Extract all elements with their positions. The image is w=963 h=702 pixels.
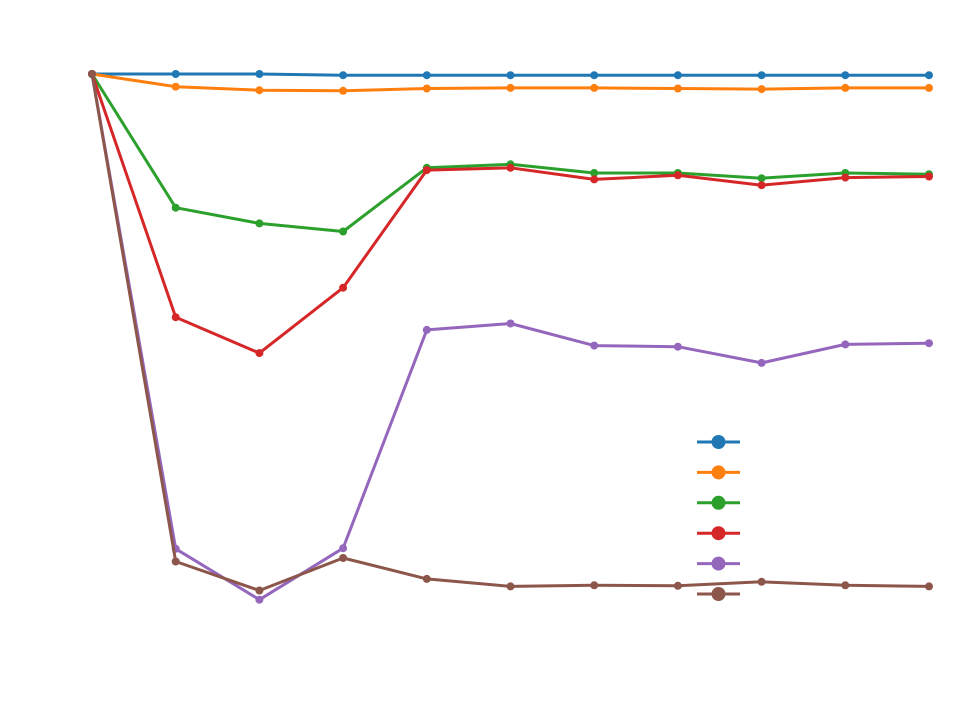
- series-4-point-4: [422, 325, 431, 334]
- series-3-line: [90, 72, 931, 355]
- series-5: [88, 70, 933, 595]
- series-0-point-3: [339, 71, 348, 80]
- series-0-point-4: [422, 71, 431, 80]
- series-2-line: [90, 72, 931, 233]
- series-2: [88, 70, 933, 236]
- series-5-line: [90, 72, 931, 592]
- series-1-point-5: [506, 83, 515, 92]
- legend-marker-4: [711, 556, 726, 571]
- series-3-point-7: [673, 171, 682, 180]
- series-5-point-1: [171, 557, 180, 566]
- series-5-point-2: [255, 586, 264, 595]
- series-4-point-7: [673, 342, 682, 351]
- series-5-point-8: [757, 577, 766, 586]
- series-5-point-4: [422, 574, 431, 583]
- legend-entry-4: [697, 556, 740, 571]
- series-3-point-2: [255, 349, 264, 358]
- legend-marker-2: [711, 495, 726, 510]
- series-1-point-10: [925, 83, 933, 92]
- series-3-point-8: [757, 181, 766, 190]
- legend-marker-0: [711, 435, 726, 449]
- series-2-point-1: [171, 203, 180, 212]
- series-4-point-5: [506, 319, 515, 328]
- legend-entry-3: [697, 526, 740, 541]
- series-0: [88, 70, 933, 80]
- series-0-point-1: [171, 70, 180, 78]
- series-0-point-8: [757, 71, 766, 80]
- series-3-point-9: [841, 173, 850, 182]
- legend-marker-3: [711, 526, 726, 541]
- series-1-point-1: [171, 82, 180, 91]
- series-0-point-6: [590, 71, 599, 80]
- series-4-point-6: [590, 341, 599, 350]
- series-2-point-2: [255, 219, 264, 228]
- series-3-point-6: [590, 175, 599, 184]
- legend-marker-5: [711, 587, 726, 601]
- series-4: [88, 70, 933, 604]
- legend-entry-2: [697, 495, 740, 510]
- series-1-point-3: [339, 86, 348, 95]
- legend-entry-1: [697, 465, 740, 480]
- series-2-point-8: [757, 174, 766, 183]
- series-layer: [88, 70, 933, 604]
- series-0-point-10: [925, 71, 933, 80]
- series-1-point-8: [757, 85, 766, 94]
- series-4-point-8: [757, 358, 766, 367]
- series-4-point-9: [841, 340, 850, 349]
- series-5-point-3: [339, 554, 348, 562]
- legend-entry-0: [697, 435, 740, 449]
- series-5-point-10: [925, 582, 933, 591]
- legend: [697, 435, 740, 601]
- series-1-point-4: [422, 84, 431, 93]
- series-5-point-6: [590, 581, 599, 590]
- series-4-point-2: [255, 595, 264, 604]
- series-5-point-7: [673, 581, 682, 590]
- series-4-point-3: [339, 544, 348, 553]
- series-3-point-10: [925, 172, 933, 181]
- series-0-point-5: [506, 71, 515, 80]
- series-3-point-4: [422, 166, 431, 175]
- series-0-point-2: [255, 70, 264, 78]
- series-5-point-9: [841, 581, 850, 590]
- series-3-point-3: [339, 283, 348, 292]
- series-3-point-5: [506, 163, 515, 172]
- series-0-point-7: [673, 71, 682, 80]
- legend-marker-1: [711, 465, 726, 480]
- series-4-line: [90, 72, 931, 602]
- series-1-point-9: [841, 83, 850, 92]
- series-1-point-2: [255, 86, 264, 95]
- series-5-point-0: [88, 70, 96, 78]
- series-3: [88, 70, 933, 358]
- series-2-point-3: [339, 227, 348, 236]
- series-2-point-6: [590, 169, 599, 177]
- series-3-point-1: [171, 313, 180, 322]
- series-1-point-6: [590, 83, 599, 92]
- legend-entry-5: [697, 587, 740, 601]
- series-0-point-9: [841, 71, 850, 80]
- series-5-point-5: [506, 582, 515, 591]
- series-4-point-10: [925, 339, 933, 348]
- series-1-point-7: [673, 84, 682, 93]
